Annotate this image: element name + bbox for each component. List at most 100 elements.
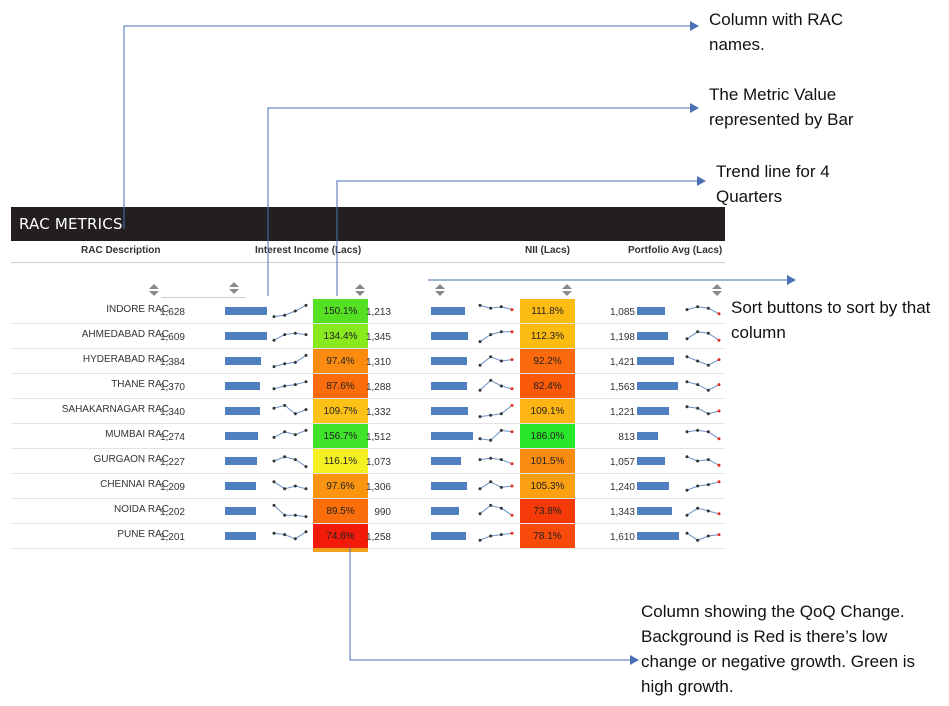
sort-button-rac-description[interactable]	[149, 283, 159, 297]
sparkline-point	[272, 338, 276, 342]
col-header-portfolio-avg[interactable]: Portfolio Avg (Lacs)	[628, 245, 723, 256]
nii-bar	[431, 457, 461, 465]
sparkline-point	[499, 384, 503, 388]
sparkline-point	[696, 459, 700, 463]
row-divider	[11, 473, 725, 474]
sort-button-nii-change[interactable]	[562, 283, 572, 297]
sparkline-point	[510, 387, 514, 391]
sparkline-point	[304, 530, 308, 534]
row-divider	[11, 548, 725, 549]
portfolio-avg-trend-sparkline	[685, 330, 721, 342]
nii-qoq-change: 186.0%	[520, 424, 575, 449]
interest-income-value: 1,209	[159, 482, 185, 493]
nii-trend-sparkline	[478, 303, 514, 312]
sparkline-point	[293, 433, 297, 437]
portfolio-avg-bar	[637, 432, 658, 440]
sparkline-point	[499, 412, 503, 416]
sparkline-point	[478, 512, 482, 516]
portfolio-avg-trend-sparkline	[685, 405, 721, 416]
sort-button-portfolio-avg[interactable]	[712, 283, 722, 297]
sparkline-point	[499, 359, 503, 363]
sort-up-icon	[712, 284, 722, 289]
rac-name: SAHAKARNAGAR RAC	[61, 404, 169, 415]
sparkline-point	[283, 403, 287, 407]
table-row[interactable]: NOIDA RAC 1,202 89.5% 990 73.8% 1,343	[11, 499, 725, 524]
interest-income-bar	[225, 382, 260, 390]
sparkline-point	[304, 380, 308, 384]
portfolio-avg-bar	[637, 532, 679, 540]
portfolio-avg-trend-sparkline	[685, 380, 721, 392]
interest-income-qoq-change: 97.4%	[313, 349, 368, 374]
sparkline-point	[293, 412, 297, 416]
interest-income-value: 1,609	[159, 332, 185, 343]
sparkline-point	[706, 331, 710, 335]
interest-income-bar	[225, 482, 256, 490]
row-divider	[11, 523, 725, 524]
portfolio-avg-value: 1,610	[609, 532, 635, 543]
table-row[interactable]: INDORE RAC 1,628 150.1% 1,213 111.8% 1,085	[11, 299, 725, 324]
row-divider	[11, 423, 725, 424]
sparkline-point	[489, 333, 493, 337]
interest-income-value: 1,628	[159, 307, 185, 318]
nii-value: 1,288	[365, 382, 391, 393]
sparkline-point	[717, 358, 721, 362]
interest-income-bar	[225, 307, 267, 315]
table-row[interactable]: CHENNAI RAC 1,209 97.6% 1,306 105.3% 1,240	[11, 474, 725, 499]
rac-name: AHMEDABAD RAC	[81, 329, 169, 340]
sparkline-point	[283, 455, 287, 459]
sparkline-point	[293, 537, 297, 541]
sort-up-icon	[355, 284, 365, 289]
sort-button-ii-change[interactable]	[355, 283, 365, 297]
sparkline-point	[717, 480, 721, 484]
nii-qoq-change: 112.3%	[520, 324, 575, 349]
col-header-rac-description[interactable]: RAC Description	[81, 245, 161, 256]
sparkline-point	[478, 437, 482, 441]
table-row[interactable]: PUNE RAC 1,201 74.6% 1,258 78.1% 1,610	[11, 524, 725, 549]
table-row[interactable]: MUMBAI RAC 1,274 156.7% 1,512 186.0% 813	[11, 424, 725, 449]
sparkline-point	[283, 430, 287, 434]
sort-button-interest-income[interactable]	[229, 281, 239, 295]
table-row[interactable]: AHMEDABAD RAC 1,609 134.4% 1,345 112.3% 1,198	[11, 324, 725, 349]
sparkline-point	[489, 438, 493, 442]
rac-name: MUMBAI RAC	[105, 429, 169, 440]
sort-button-nii[interactable]	[435, 283, 445, 297]
sparkline-point	[510, 330, 514, 334]
sparkline-point	[283, 362, 287, 366]
sparkline-point	[272, 531, 276, 535]
sparkline-point	[478, 415, 482, 419]
sparkline-point	[293, 458, 297, 462]
sparkline-point	[293, 360, 297, 364]
col-header-interest-income[interactable]: Interest Income (Lacs)	[255, 245, 362, 256]
sparkline-point	[717, 512, 721, 516]
nii-bar	[431, 307, 465, 315]
sparkline-point	[489, 413, 493, 417]
row-divider	[11, 348, 725, 349]
portfolio-avg-bar	[637, 332, 668, 340]
portfolio-avg-trend-sparkline	[685, 506, 721, 517]
interest-income-qoq-change: 134.4%	[313, 324, 368, 349]
annotation-bar-value: The Metric Value represented by Bar	[709, 85, 854, 129]
sparkline-point	[696, 506, 700, 510]
table-row[interactable]: HYDERABAD RAC 1,384 97.4% 1,310 92.2% 1,421	[11, 349, 725, 374]
sparkline-point	[717, 463, 721, 467]
col-header-nii[interactable]: NII (Lacs)	[525, 245, 571, 256]
sparkline-point	[685, 337, 689, 341]
sparkline-point	[283, 384, 287, 388]
sort-down-icon	[435, 291, 445, 296]
interest-income-bar	[225, 407, 260, 415]
sparkline-point	[499, 485, 503, 489]
interest-income-trend-sparkline	[272, 331, 308, 342]
sparkline-point	[304, 515, 308, 519]
portfolio-avg-bar	[637, 457, 665, 465]
portfolio-avg-value: 1,421	[609, 357, 635, 368]
table-row[interactable]: GURGAON RAC 1,227 116.1% 1,073 101.5% 1,057	[11, 449, 725, 474]
sparkline-point	[685, 531, 689, 535]
sparkline-point	[293, 383, 297, 387]
interest-income-trend-sparkline	[272, 503, 308, 519]
sparkline-point	[717, 383, 721, 387]
interest-income-value: 1,384	[159, 357, 185, 368]
sparkline-point	[304, 353, 308, 357]
table-row[interactable]: THANE RAC 1,370 87.6% 1,288 82.4% 1,563	[11, 374, 725, 399]
sparkline-point	[696, 428, 700, 432]
table-row[interactable]: SAHAKARNAGAR RAC 1,340 109.7% 1,332 109.1% 1,…	[11, 399, 725, 424]
